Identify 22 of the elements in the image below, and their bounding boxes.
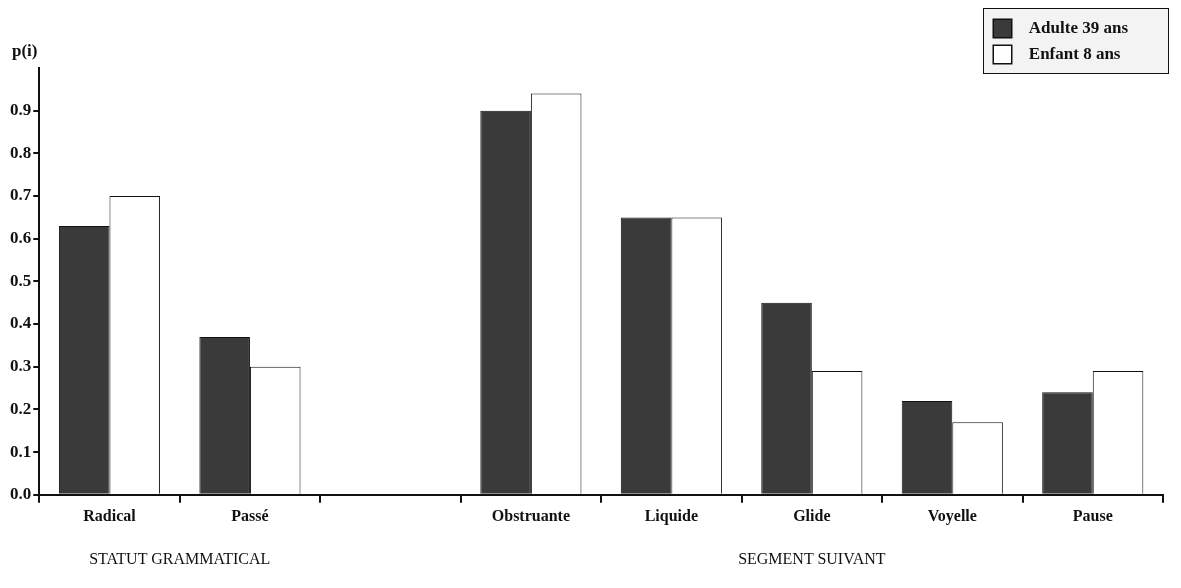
legend-label: Adulte 39 ans	[1028, 17, 1128, 39]
x-tick-label: Passé	[231, 506, 269, 524]
y-tick-label: 0.6	[10, 228, 32, 248]
legend-label: Enfant 8 ans	[1028, 43, 1121, 65]
x-tick-label: Liquide	[644, 506, 699, 525]
y-tick-label: 0.1	[10, 441, 32, 461]
y-tick-label: 0.9	[10, 100, 32, 120]
y-tick-label: 0.0	[10, 484, 32, 504]
y-tick-label: 0.2	[10, 398, 32, 418]
y-tick-label: 0.7	[10, 185, 32, 205]
y-tick-label: 0.4	[10, 313, 32, 333]
y-tick-label: 0.3	[10, 356, 32, 376]
x-tick-label: Pause	[1072, 506, 1113, 524]
y-axis-title: p(i)	[12, 40, 38, 60]
y-tick-label: 0.8	[10, 142, 32, 162]
x-tick-label: Obstruante	[491, 506, 571, 524]
y-tick-label: 0.5	[10, 270, 32, 290]
x-tick-label: Radical	[83, 506, 137, 524]
x-tick-label: Voyelle	[927, 506, 977, 525]
text: STATUT GRAMMATICAL	[89, 550, 271, 568]
text: SEGMENT SUIVANT	[738, 550, 886, 568]
x-tick-label: Glide	[793, 506, 831, 524]
